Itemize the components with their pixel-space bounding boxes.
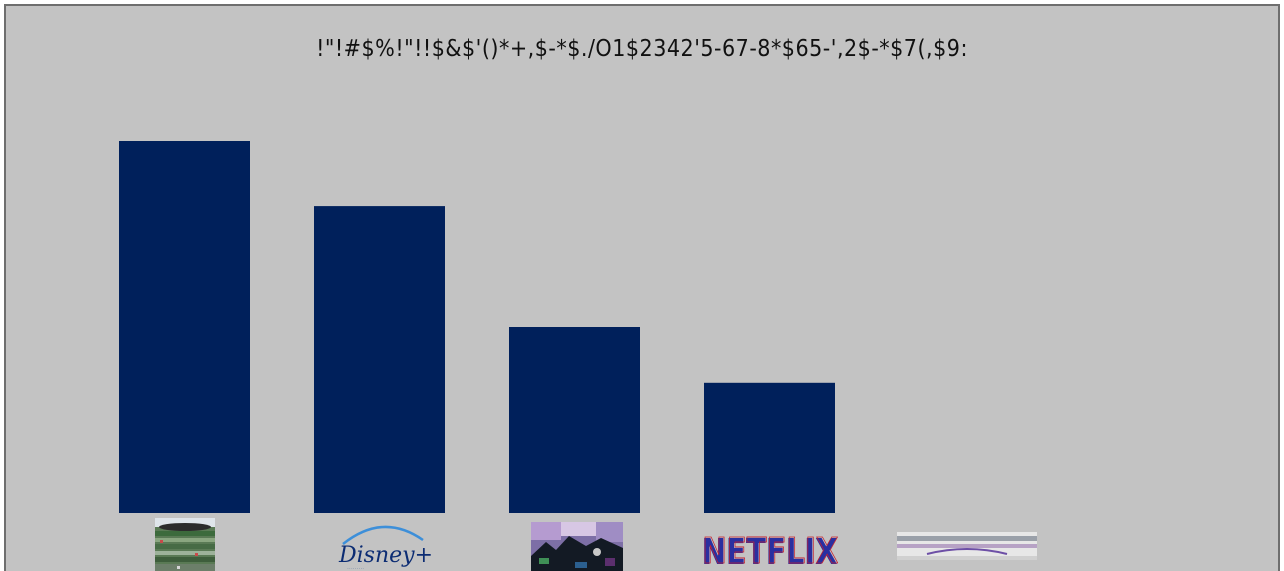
bar-3 — [509, 327, 640, 513]
banner-logo — [897, 532, 1037, 560]
stadium-logo — [155, 518, 215, 571]
chart-title: !"!#$%!"!!$&$'()*+,$-*$./O1$2342'5-67-8*… — [316, 36, 968, 62]
bar-1 — [119, 141, 250, 513]
svg-text:·········: ········· — [347, 566, 364, 571]
disney-plus-logo: Disney+ ········· — [333, 518, 433, 571]
svg-text:NETFLIX: NETFLIX — [702, 531, 838, 571]
chart-frame: !"!#$%!"!!$&$'()*+,$-*$./O1$2342'5-67-8*… — [4, 4, 1280, 571]
netflix-logo: NETFLIX NETFLIX — [702, 524, 838, 571]
mosaic-logo — [531, 522, 623, 571]
svg-text:Disney+: Disney+ — [338, 543, 433, 568]
bar-plot — [119, 141, 835, 513]
bar-2 — [314, 206, 445, 513]
svg-text:NETFLIX: NETFLIX — [702, 530, 838, 571]
bar-4 — [704, 382, 835, 513]
